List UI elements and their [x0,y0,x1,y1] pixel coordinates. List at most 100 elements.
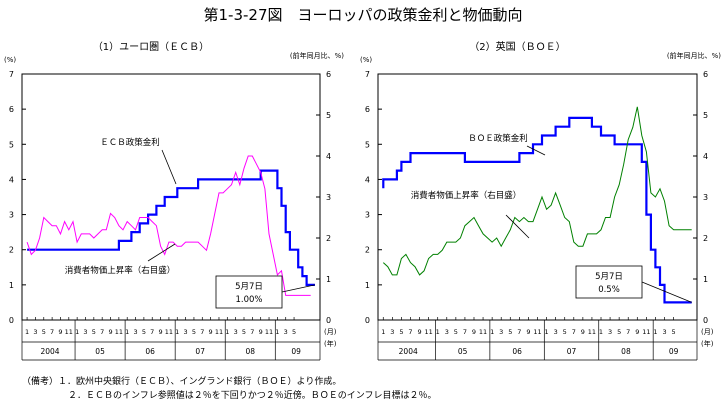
month-tick-label: 3 [662,328,666,336]
x-axis-unit: (月) [701,328,714,336]
month-tick-label: 3 [284,328,288,336]
annotation-leader [281,284,315,293]
right-tick-label: 1 [703,275,708,284]
month-tick-label: 9 [259,328,263,336]
right-tick-label: 6 [326,70,331,79]
month-tick-label: 9 [209,328,213,336]
left-tick-label: 6 [9,105,14,114]
series-label: 消費者物価上昇率（右目盛） [65,265,176,276]
figure-title: 第1-3-27図 ヨーロッパの政策金利と物価動向 [203,6,522,24]
left-tick-label: 3 [9,211,14,220]
cpi-line [382,106,692,276]
month-tick-label: 5 [142,328,146,336]
month-tick-label: 5 [92,328,96,336]
series-label-leader [526,145,546,156]
right-tick-label: 3 [326,193,331,202]
chart-subtitle: （2）英国（ＢＯＥ） [469,40,565,53]
policy-rate-line [27,169,315,286]
month-tick-label: 1 [275,328,279,336]
right-axis-unit: (前年同月比、%) [290,51,344,60]
right-tick-label: 5 [326,111,331,120]
month-tick-label: 3 [499,328,503,336]
right-tick-label: 4 [703,152,708,161]
year-axis-unit: (年) [324,339,337,348]
cpi-line [26,155,311,296]
month-tick-label: 5 [617,328,621,336]
left-tick-label: 7 [365,70,370,79]
left-tick-label: 2 [365,246,370,255]
month-tick-label: 7 [50,328,54,336]
year-label: 2004 [40,347,59,356]
month-tick-label: 11 [115,328,123,336]
month-tick-label: 5 [242,328,246,336]
series-label: ＢＯＥ政策金利 [468,133,528,144]
year-label: 06 [512,347,522,356]
right-tick-label: 4 [326,152,331,161]
left-tick-label: 4 [365,175,370,184]
month-tick-label: 9 [58,328,62,336]
note-1: （備考）１．欧州中央銀行（ＥＣＢ）、イングランド銀行（ＢＯＥ）より作成。 [22,375,341,387]
year-label: 07 [195,347,205,356]
chart-panel-1: （1）ユーロ圏（ＥＣＢ） (%) (前年同月比、%) 0 1 2 3 4 5 6 7 0 1 2 3 4 5 6 1… [4,41,344,361]
month-tick-label: 7 [408,328,412,336]
month-tick-label: 3 [33,328,37,336]
annotation-leader [641,281,692,303]
month-tick-label: 3 [390,328,394,336]
annotation-value: 0.5% [598,285,620,295]
month-tick-label: 1 [599,328,603,336]
right-axis-unit: (前年同月比、%) [667,51,721,60]
month-tick-label: 9 [108,328,112,336]
month-tick-label: 11 [65,328,73,336]
month-tick-label: 7 [250,328,254,336]
year-label: 07 [567,347,577,356]
annotation-box [215,275,283,309]
chart-subtitle: （1）ユーロ圏（ＥＣＢ） [93,41,209,53]
left-tick-label: 5 [9,140,14,149]
month-tick-label: 11 [165,328,173,336]
month-tick-label: 9 [526,328,530,336]
month-tick-label: 1 [25,328,29,336]
left-tick-label: 7 [9,70,14,79]
charts: （1）ユーロ圏（ＥＣＢ） (%) (前年同月比、%) 0 1 2 3 4 5 6 7 0 1 2 3 4 5 6 1… [4,40,721,361]
month-tick-label: 11 [265,328,273,336]
year-label: 08 [245,347,255,356]
left-tick-label: 6 [365,105,370,114]
month-tick-label: 1 [381,328,385,336]
month-tick-label: 11 [479,328,487,336]
month-tick-label: 11 [533,328,541,336]
right-tick-label: 2 [326,234,331,243]
month-tick-label: 1 [545,328,549,336]
series-label: ＥＣＢ政策金利 [100,137,160,148]
annotation-date: 5月7日 [595,272,623,282]
month-tick-label: 1 [225,328,229,336]
policy-rate-line [382,116,692,304]
series-label: 消費者物価上昇率（右目盛） [411,190,522,201]
month-tick-label: 3 [234,328,238,336]
month-tick-label: 5 [399,328,403,336]
month-tick-label: 1 [125,328,129,336]
left-tick-label: 0 [9,316,14,325]
month-tick-label: 9 [472,328,476,336]
right-tick-label: 6 [703,70,708,79]
right-tick-label: 1 [326,275,331,284]
left-tick-label: 3 [365,211,370,220]
month-tick-label: 5 [42,328,46,336]
series-label-leader [147,243,176,262]
month-tick-label: 5 [563,328,567,336]
left-axis-unit: (%) [360,56,372,64]
x-axis-unit: (月) [324,328,337,336]
month-tick-label: 1 [490,328,494,336]
month-tick-label: 7 [100,328,104,336]
month-tick-label: 3 [608,328,612,336]
right-tick-label: 0 [703,316,708,325]
month-tick-label: 3 [83,328,87,336]
right-tick-label: 3 [703,193,708,202]
series-label-leader [161,149,177,185]
right-tick-label: 5 [703,111,708,120]
year-axis-unit: (年) [701,339,714,348]
month-tick-label: 5 [454,328,458,336]
month-tick-label: 9 [417,328,421,336]
year-label: 2004 [399,347,418,356]
